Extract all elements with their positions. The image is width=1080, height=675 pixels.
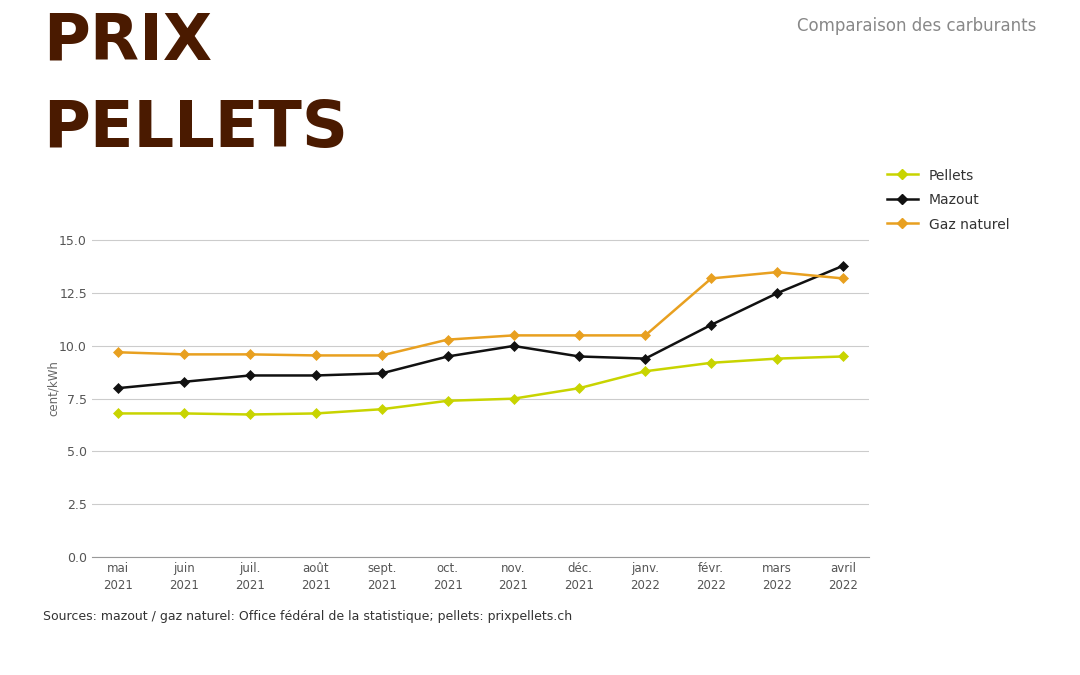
Mazout: [837, 262, 850, 270]
Legend: Pellets, Mazout, Gaz naturel: Pellets, Mazout, Gaz naturel: [887, 169, 1010, 232]
Pellets: [309, 409, 322, 417]
Gaz naturel: [508, 331, 521, 340]
Pellets: [705, 359, 718, 367]
Gaz naturel: [837, 274, 850, 282]
Mazout: [309, 371, 322, 379]
Text: PELLETS: PELLETS: [43, 98, 348, 160]
Mazout: [441, 352, 454, 360]
Line: Gaz naturel: Gaz naturel: [114, 269, 847, 359]
Pellets: [111, 409, 124, 417]
Pellets: [441, 397, 454, 405]
Gaz naturel: [441, 335, 454, 344]
Gaz naturel: [309, 352, 322, 360]
Line: Mazout: Mazout: [114, 263, 847, 391]
Mazout: [177, 378, 190, 386]
Line: Pellets: Pellets: [114, 353, 847, 418]
Pellets: [177, 409, 190, 417]
Pellets: [508, 395, 521, 403]
Gaz naturel: [705, 274, 718, 282]
Gaz naturel: [639, 331, 652, 340]
Gaz naturel: [375, 352, 388, 360]
Pellets: [837, 352, 850, 360]
Mazout: [111, 384, 124, 392]
Mazout: [771, 289, 784, 297]
Mazout: [573, 352, 586, 360]
Gaz naturel: [771, 268, 784, 276]
Text: PRIX: PRIX: [43, 10, 213, 72]
Pellets: [639, 367, 652, 375]
Y-axis label: cent/kWh: cent/kWh: [48, 360, 60, 416]
Pellets: [573, 384, 586, 392]
Text: Sources: mazout / gaz naturel: Office fédéral de la statistique; pellets: prixpe: Sources: mazout / gaz naturel: Office fé…: [43, 610, 572, 623]
Pellets: [375, 405, 388, 413]
Gaz naturel: [111, 348, 124, 356]
Mazout: [639, 354, 652, 362]
Gaz naturel: [573, 331, 586, 340]
Gaz naturel: [243, 350, 256, 358]
Mazout: [243, 371, 256, 379]
Mazout: [375, 369, 388, 377]
Pellets: [771, 354, 784, 362]
Mazout: [508, 342, 521, 350]
Gaz naturel: [177, 350, 190, 358]
Text: Comparaison des carburants: Comparaison des carburants: [797, 17, 1037, 35]
Mazout: [705, 321, 718, 329]
Pellets: [243, 410, 256, 418]
